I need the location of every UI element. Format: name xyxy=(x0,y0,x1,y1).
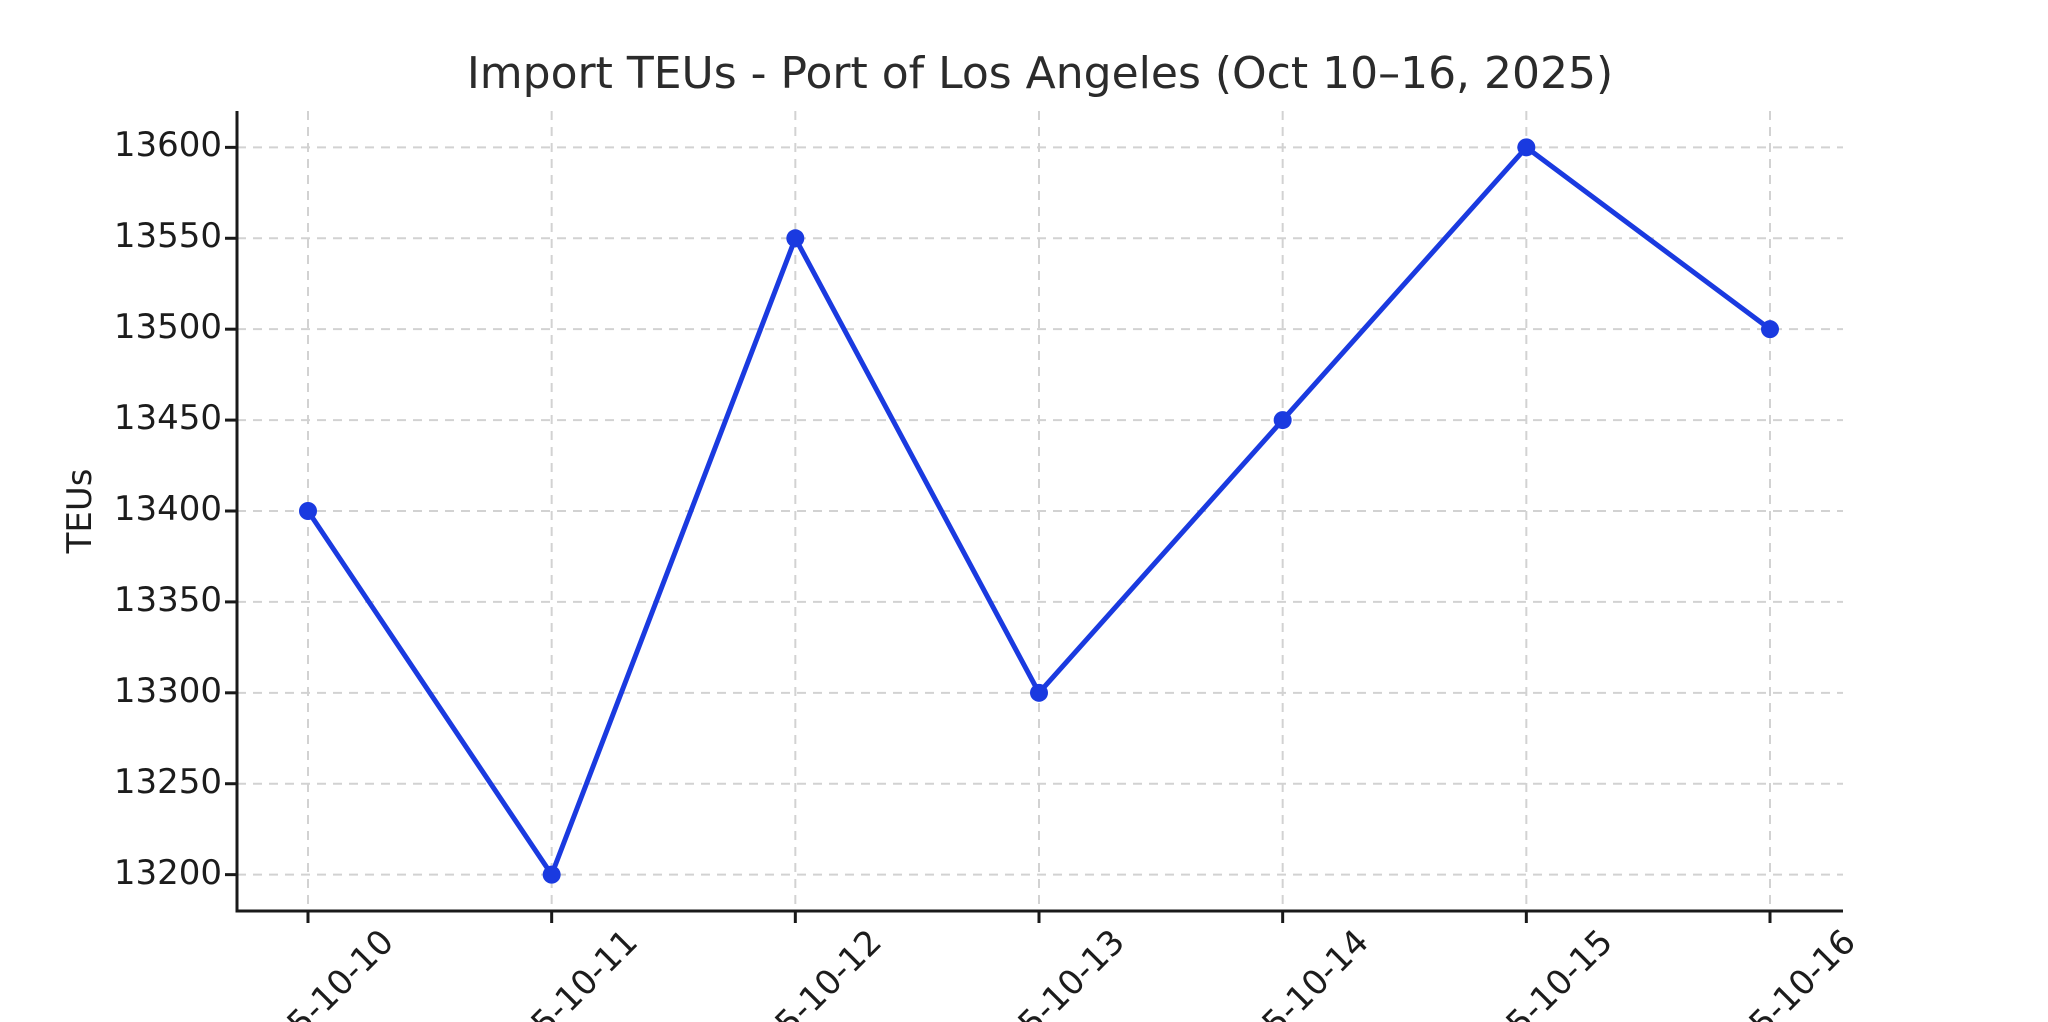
y-tick-label: 13450 xyxy=(113,398,222,439)
data-point xyxy=(1761,320,1779,339)
y-tick-label: 13600 xyxy=(113,125,222,166)
data-point xyxy=(299,502,317,520)
data-point xyxy=(1273,411,1292,430)
y-tick-label: 13350 xyxy=(113,579,222,620)
y-tick-label: 13500 xyxy=(113,307,222,348)
data-point xyxy=(786,229,805,248)
y-tick-label: 13400 xyxy=(113,489,222,529)
y-tick-label: 13200 xyxy=(113,852,222,893)
chart-title: Import TEUs - Port of Los Angeles (Oct 1… xyxy=(466,48,1614,99)
y-tick-label: 13550 xyxy=(113,216,222,257)
y-tick-label: 13300 xyxy=(113,670,222,711)
data-point xyxy=(542,865,561,884)
data-point xyxy=(1030,683,1048,702)
data-point xyxy=(1517,138,1536,157)
y-tick-label: 13250 xyxy=(113,761,222,802)
